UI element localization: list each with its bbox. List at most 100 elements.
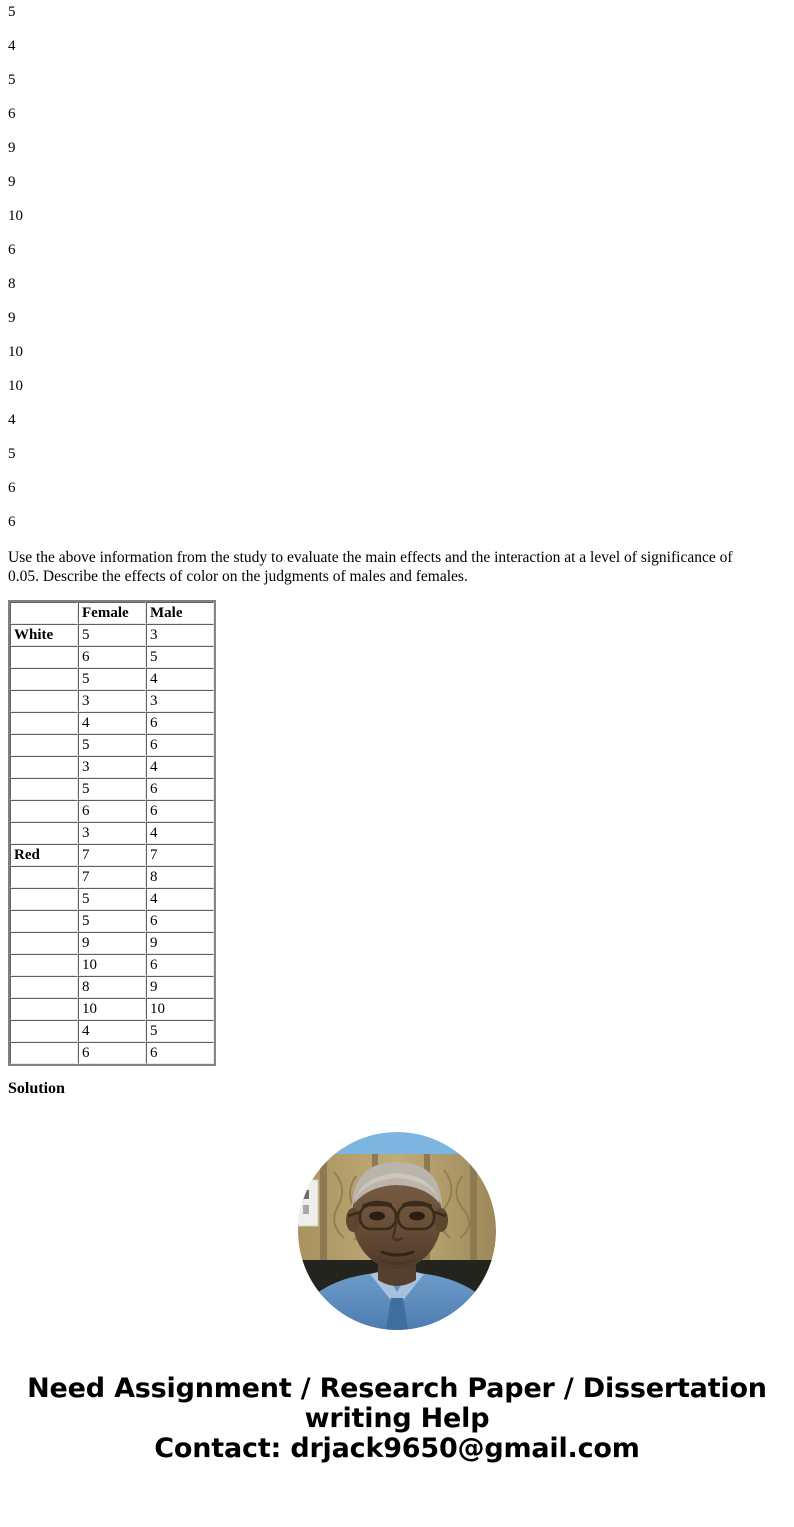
- table-row: 4 5: [10, 1020, 214, 1042]
- row-label: [10, 932, 78, 954]
- row-label: [10, 910, 78, 932]
- number-list-item: 6: [8, 514, 16, 530]
- number-list-item: 4: [8, 412, 16, 428]
- row-label: [10, 1042, 78, 1064]
- cell-male: 9: [146, 976, 214, 998]
- table-row: 3 4: [10, 756, 214, 778]
- cell-female: 3: [78, 690, 146, 712]
- cell-male: 7: [146, 844, 214, 866]
- cell-male: 3: [146, 690, 214, 712]
- cell-male: 5: [146, 1020, 214, 1042]
- cell-male: 5: [146, 646, 214, 668]
- column-header-female: Female: [78, 602, 146, 624]
- color-judgment-table: Female Male White 5 3 6 5 5 4 3: [8, 600, 216, 1066]
- cell-female: 7: [78, 844, 146, 866]
- column-header-male: Male: [146, 602, 214, 624]
- cell-male: 6: [146, 910, 214, 932]
- avatar: [298, 1132, 496, 1330]
- row-label: Red: [10, 844, 78, 866]
- cell-male: 6: [146, 712, 214, 734]
- solution-heading: Solution: [8, 1080, 65, 1097]
- cell-male: 4: [146, 668, 214, 690]
- data-table-container: Female Male White 5 3 6 5 5 4 3: [0, 586, 794, 1066]
- cell-male: 4: [146, 888, 214, 910]
- table-body: White 5 3 6 5 5 4 3 3 4 6: [10, 624, 214, 1064]
- cell-male: 6: [146, 734, 214, 756]
- cell-male: 4: [146, 756, 214, 778]
- number-list-item: 5: [8, 446, 16, 462]
- row-label: [10, 668, 78, 690]
- cell-female: 5: [78, 624, 146, 646]
- table-row: 8 9: [10, 976, 214, 998]
- table-row: 6 6: [10, 800, 214, 822]
- cell-female: 4: [78, 712, 146, 734]
- number-list-item: 10: [8, 344, 23, 360]
- table-row: 5 6: [10, 910, 214, 932]
- row-label: [10, 822, 78, 844]
- cell-male: 4: [146, 822, 214, 844]
- table-header-row: Female Male: [10, 602, 214, 624]
- table-row: 10 6: [10, 954, 214, 976]
- cell-female: 10: [78, 954, 146, 976]
- number-list-item: 5: [8, 72, 16, 88]
- promo-line-3: Contact: drjack9650@gmail.com: [154, 1433, 640, 1464]
- table-row: 3 3: [10, 690, 214, 712]
- number-list-item: 5: [8, 4, 16, 20]
- cell-male: 6: [146, 778, 214, 800]
- cell-female: 5: [78, 910, 146, 932]
- number-list-item: 6: [8, 480, 16, 496]
- table-row: 5 6: [10, 734, 214, 756]
- cell-male: 6: [146, 800, 214, 822]
- cell-male: 8: [146, 866, 214, 888]
- row-label: [10, 734, 78, 756]
- number-list-item: 10: [8, 208, 23, 224]
- cell-male: 9: [146, 932, 214, 954]
- number-list-item: 9: [8, 140, 16, 156]
- measurement-number-list: 5 4 5 6 9 9 10 6 8 9 10 10 4 5 6 6: [0, 4, 794, 530]
- number-list-item: 9: [8, 174, 16, 190]
- table-row: 7 8: [10, 866, 214, 888]
- table-row: 4 6: [10, 712, 214, 734]
- row-label: [10, 1020, 78, 1042]
- cell-female: 5: [78, 778, 146, 800]
- cell-female: 5: [78, 888, 146, 910]
- cell-female: 9: [78, 932, 146, 954]
- table-row: 5 6: [10, 778, 214, 800]
- cell-female: 6: [78, 800, 146, 822]
- table-row: 6 5: [10, 646, 214, 668]
- column-header-blank: [10, 602, 78, 624]
- promo-line-2: writing Help: [304, 1403, 490, 1434]
- cell-male: 3: [146, 624, 214, 646]
- cell-male: 10: [146, 998, 214, 1020]
- number-list-item: 8: [8, 276, 16, 292]
- row-label: [10, 866, 78, 888]
- row-label: [10, 888, 78, 910]
- row-label: [10, 800, 78, 822]
- row-label: [10, 976, 78, 998]
- cell-female: 3: [78, 756, 146, 778]
- cell-male: 6: [146, 1042, 214, 1064]
- cell-female: 5: [78, 734, 146, 756]
- row-label: [10, 690, 78, 712]
- cell-female: 10: [78, 998, 146, 1020]
- row-label: [10, 646, 78, 668]
- cell-female: 4: [78, 1020, 146, 1042]
- row-label: [10, 712, 78, 734]
- table-row: 10 10: [10, 998, 214, 1020]
- number-list-item: 6: [8, 242, 16, 258]
- row-label: [10, 756, 78, 778]
- cell-female: 8: [78, 976, 146, 998]
- row-label: [10, 778, 78, 800]
- cell-female: 5: [78, 668, 146, 690]
- table-row: 5 4: [10, 668, 214, 690]
- cell-female: 3: [78, 822, 146, 844]
- table-row: 9 9: [10, 932, 214, 954]
- promo-line-1: Need Assignment / Research Paper / Disse…: [27, 1373, 767, 1404]
- table-row: White 5 3: [10, 624, 214, 646]
- number-list-item: 9: [8, 310, 16, 326]
- cell-female: 6: [78, 1042, 146, 1064]
- promo-banner: Need Assignment / Research Paper / Disse…: [0, 1330, 794, 1464]
- table-row: 3 4: [10, 822, 214, 844]
- profile-photo-image: [298, 1132, 496, 1330]
- row-label: [10, 954, 78, 976]
